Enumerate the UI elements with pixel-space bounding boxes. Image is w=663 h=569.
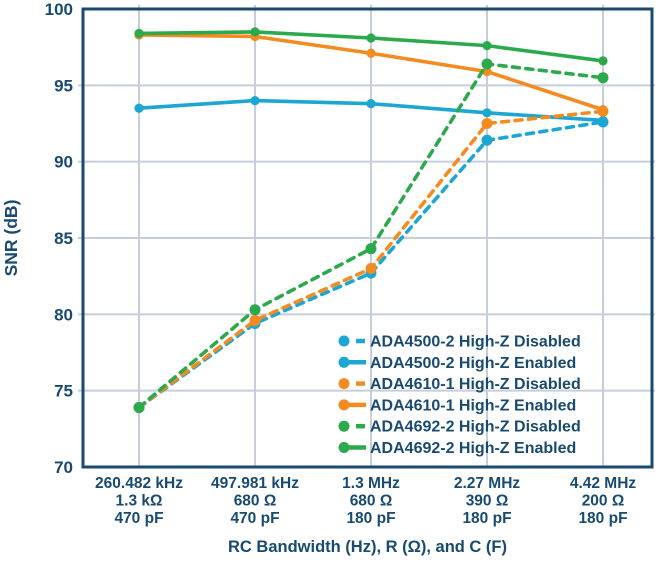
legend-label: ADA4500-2 High-Z Enabled [370, 355, 576, 372]
data-point [366, 99, 376, 109]
legend-label: ADA4692-2 High-Z Enabled [370, 440, 576, 457]
legend: ADA4500-2 High-Z Disabled ADA4500-2 High-… [338, 334, 581, 457]
data-point [365, 263, 377, 275]
data-point [366, 33, 376, 43]
legend-item-ada4610-1-high-z-enabled: ADA4610-1 High-Z Enabled [338, 397, 576, 414]
data-point [597, 116, 609, 128]
x-tick-label: 2.27 MHz 390 Ω 180 pF [454, 475, 521, 527]
y-axis-tick-labels: 70 75 80 85 90 95 100 [45, 0, 73, 477]
x-tick-label: 260.482 kHz 1.3 kΩ 470 pF [95, 475, 183, 527]
series-ada4692-2-high-z-enabled [134, 27, 608, 66]
y-tick-label: 100 [45, 0, 73, 19]
y-axis-title: SNR (dB) [1, 200, 21, 277]
data-series [133, 27, 609, 413]
y-tick-label: 75 [54, 382, 73, 401]
legend-marker-dot [338, 420, 350, 432]
data-point [365, 243, 377, 255]
legend-item-ada4692-2-high-z-disabled: ADA4692-2 High-Z Disabled [338, 419, 581, 436]
data-point [482, 41, 492, 51]
legend-label: ADA4610-1 High-Z Disabled [370, 376, 581, 393]
legend-item-ada4692-2-high-z-enabled: ADA4692-2 High-Z Enabled [338, 440, 576, 457]
data-point [481, 134, 493, 146]
gridlines [78, 5, 655, 467]
x-tick-label: 497.981 kHz 680 Ω 470 pF [211, 475, 299, 527]
data-point [482, 66, 492, 77]
y-tick-label: 80 [54, 305, 73, 324]
legend-item-ada4500-2-high-z-disabled: ADA4500-2 High-Z Disabled [338, 334, 581, 351]
legend-marker-dot [338, 378, 350, 390]
data-point [249, 304, 261, 316]
data-point [597, 105, 609, 117]
data-point [481, 118, 493, 129]
data-point [250, 27, 260, 37]
data-point [598, 56, 608, 66]
data-point [597, 72, 609, 84]
data-point [249, 314, 261, 326]
data-point [133, 401, 145, 413]
data-point [250, 96, 260, 106]
legend-item-ada4500-2-high-z-enabled: ADA4500-2 High-Z Enabled [338, 355, 576, 372]
data-point [366, 48, 376, 58]
y-tick-label: 90 [54, 153, 73, 172]
plot-frame [81, 7, 654, 469]
legend-label: ADA4692-2 High-Z Disabled [370, 419, 581, 436]
y-tick-label: 95 [54, 76, 73, 95]
x-tick-label: 4.42 MHz 200 Ω 180 pF [570, 475, 637, 527]
data-point [134, 103, 144, 113]
legend-label: ADA4610-1 High-Z Enabled [370, 397, 576, 414]
y-tick-label: 70 [54, 458, 73, 477]
data-point [481, 58, 493, 70]
series-ada4500-2-high-z-enabled [134, 96, 608, 126]
x-tick-label: 1.3 MHz 680 Ω 180 pF [342, 475, 400, 527]
legend-item-ada4610-1-high-z-disabled: ADA4610-1 High-Z Disabled [338, 376, 581, 393]
legend-label: ADA4500-2 High-Z Disabled [370, 334, 581, 351]
x-axis-title: RC Bandwidth (Hz), R (Ω), and C (F) [228, 538, 507, 556]
series-ada4692-2-high-z-disabled [133, 58, 609, 413]
data-point [482, 108, 492, 118]
y-tick-label: 85 [54, 229, 73, 248]
data-point [134, 28, 144, 39]
legend-marker-dot [338, 335, 350, 347]
